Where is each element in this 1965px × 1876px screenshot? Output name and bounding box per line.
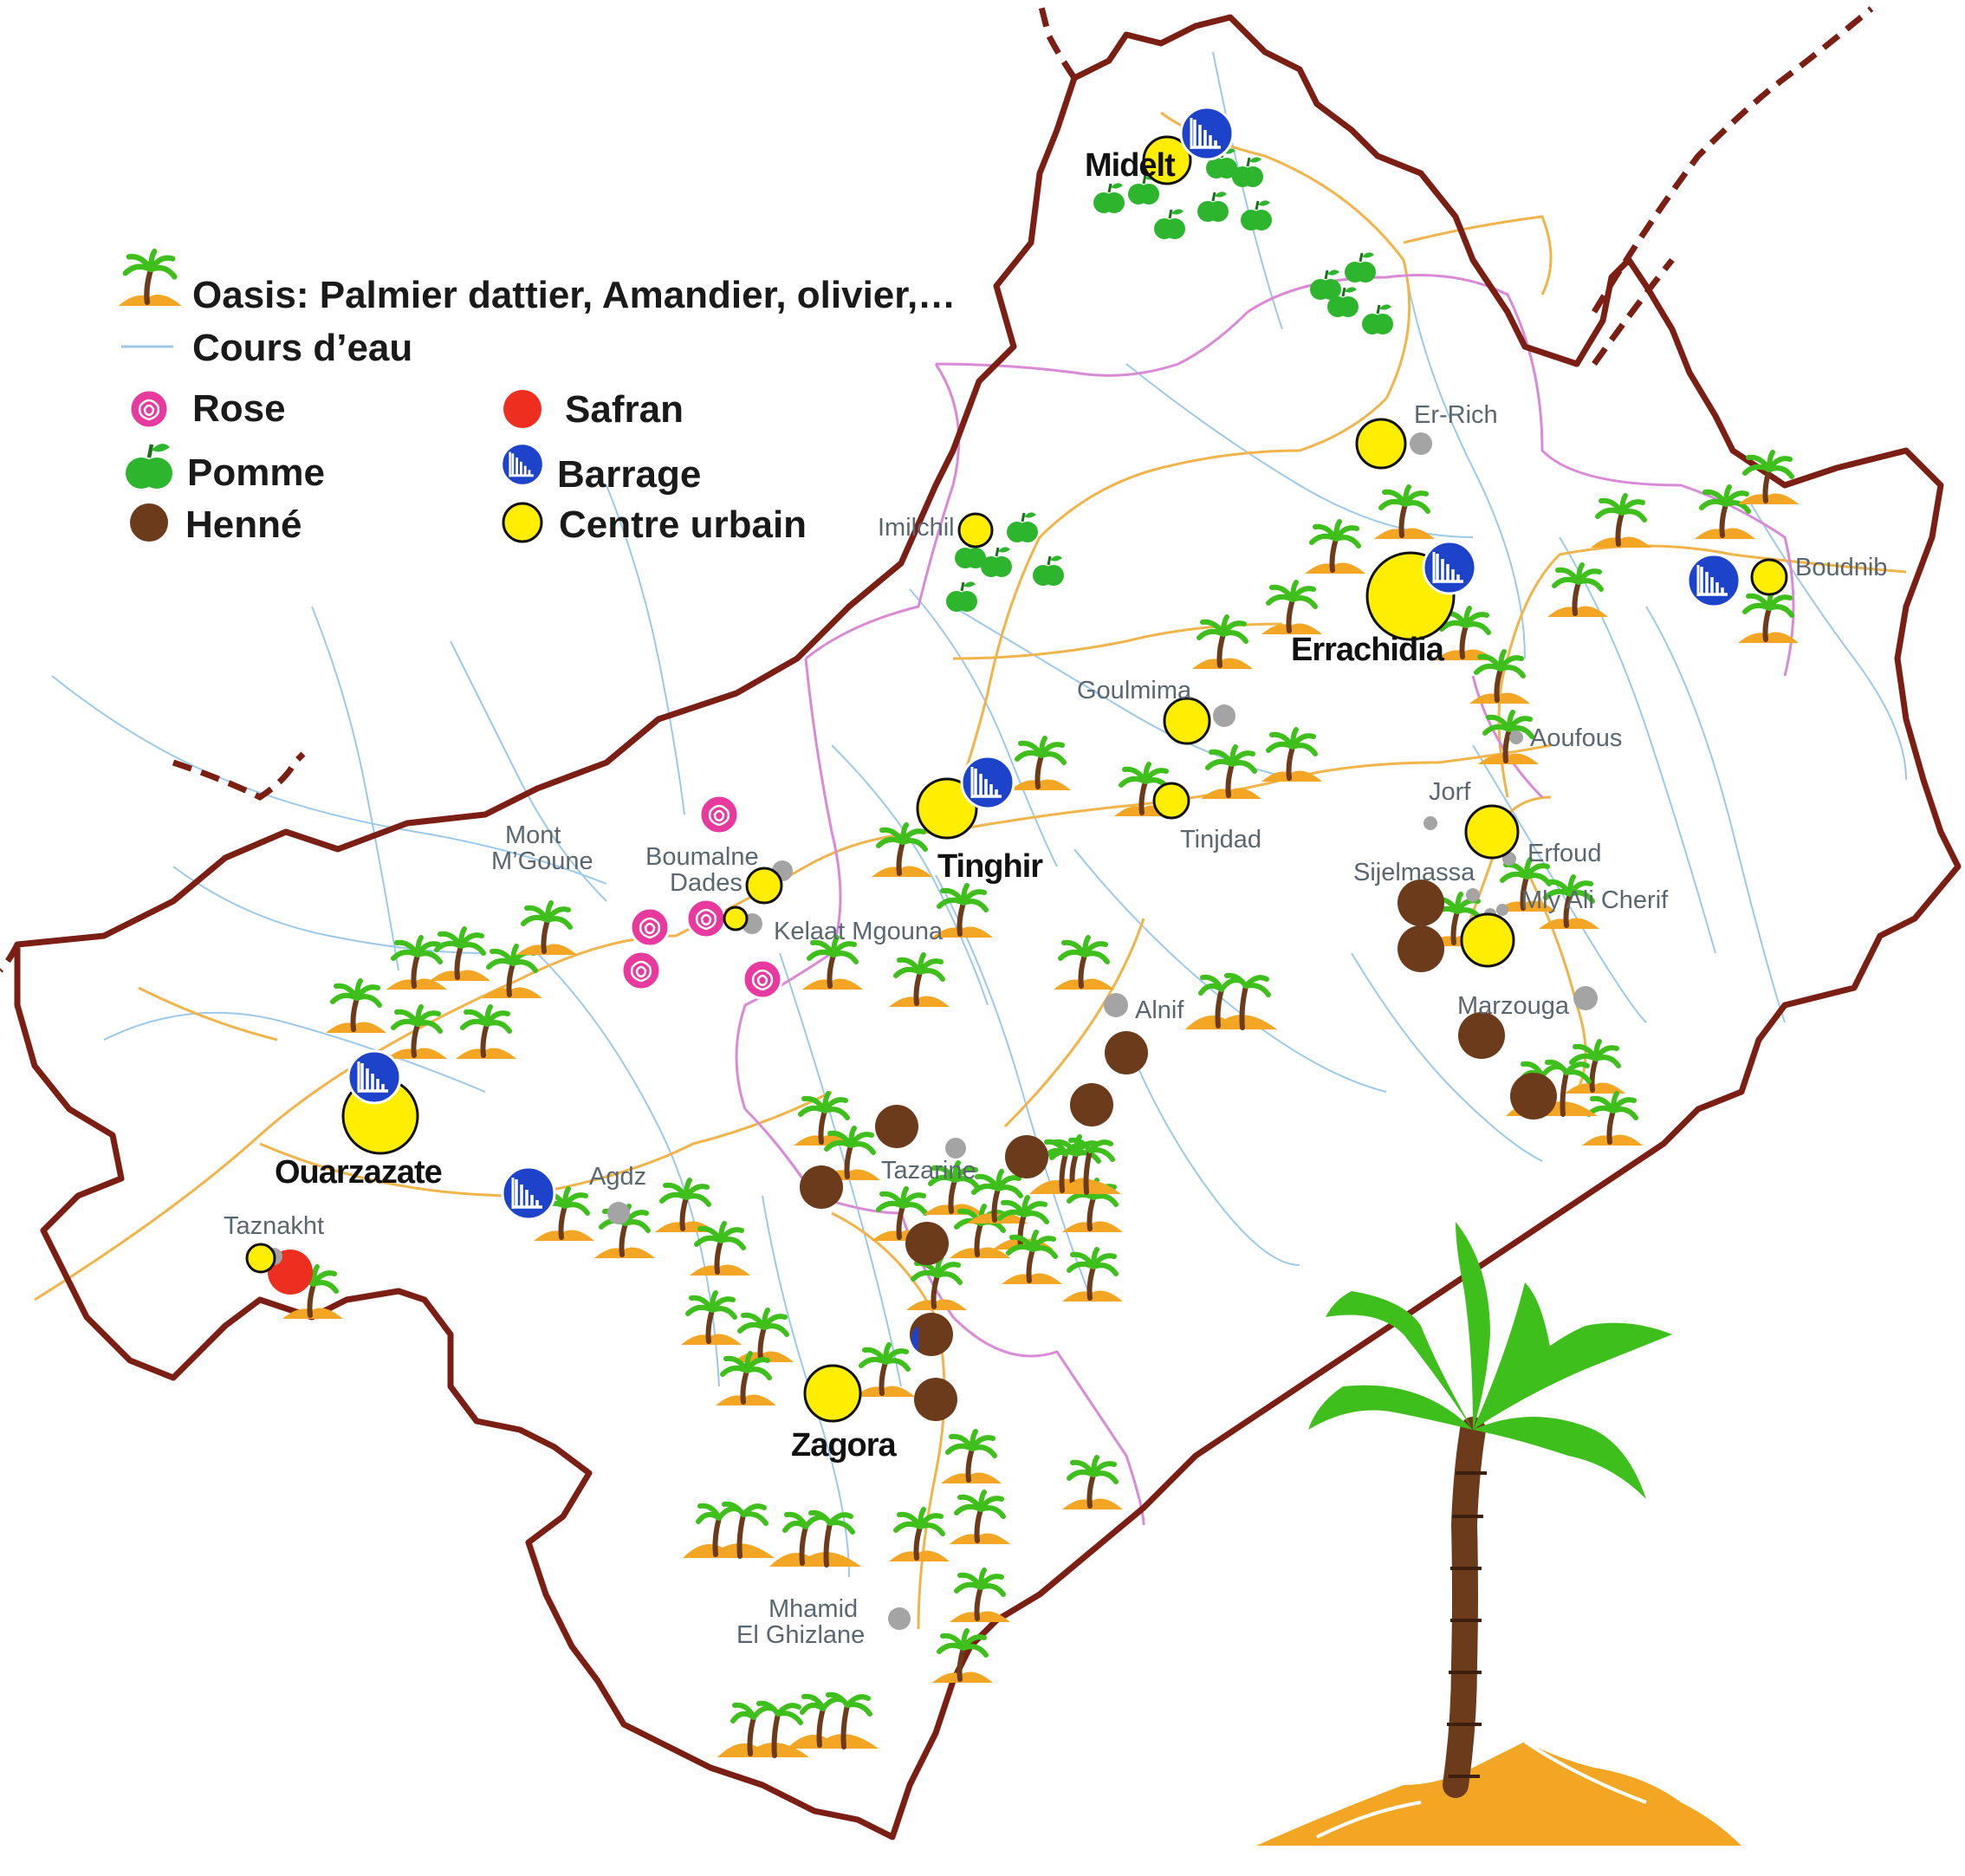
- town-label: Tazarine: [881, 1157, 976, 1185]
- town-label: Mly Ali Cherif: [1521, 886, 1669, 914]
- town-label: Alnif: [1135, 996, 1184, 1024]
- legend-label-apple: Pomme: [187, 451, 325, 494]
- town-label: Dades: [670, 869, 743, 897]
- palm-icon: [118, 251, 182, 306]
- town-label: Er-Rich: [1414, 401, 1498, 429]
- henna-dot-icon: [130, 503, 168, 542]
- city-label: Zagora: [791, 1427, 898, 1464]
- town-label: Mont: [505, 821, 561, 849]
- town-label: Tinjdad: [1180, 826, 1261, 854]
- town-label: Kelaat Mgouna: [774, 918, 944, 945]
- apple-icon: [126, 444, 172, 489]
- rose-icon: [128, 388, 170, 430]
- city-label: Midelt: [1085, 147, 1176, 184]
- apple-production: [944, 146, 1395, 613]
- legend-label-oasis: Oasis: Palmier dattier, Amandier, olivie…: [192, 274, 956, 316]
- legend-label-rose: Rose: [192, 387, 286, 430]
- legend-label-dam: Barrage: [557, 453, 701, 496]
- dam-icon: [500, 442, 545, 487]
- town-label: Jorf: [1429, 778, 1471, 806]
- town-label: Aoufous: [1530, 724, 1622, 752]
- town-label: Agdz: [589, 1163, 646, 1191]
- major-city-labels: Midelt Errachidia Tinghir Ouarzazate Zag…: [275, 147, 1446, 1464]
- town-label: M’Goune: [491, 847, 593, 875]
- town-label: Boudnib: [1795, 554, 1887, 581]
- legend-label-henna: Henné: [185, 503, 302, 546]
- town-label: Mhamid: [768, 1595, 858, 1623]
- city-label: Tinghir: [937, 848, 1043, 885]
- saffron-dot-icon: [503, 390, 542, 428]
- legend: Oasis: Palmier dattier, Amandier, olivie…: [118, 251, 956, 546]
- town-label: Sijelmassa: [1353, 859, 1475, 886]
- border-extensions: [0, 0, 1874, 973]
- town-label: Marzouga: [1457, 992, 1570, 1020]
- decorative-palm-illustration: [1256, 1222, 1741, 1846]
- city-label: Ouarzazate: [275, 1154, 442, 1191]
- town-labels: Er-Rich Imilchil Boudnib Goulmima Aoufou…: [224, 401, 1887, 1649]
- henna-production: [800, 880, 1557, 1421]
- territory-border: [14, 14, 1962, 1840]
- oasis-palms: [282, 452, 1799, 1757]
- town-label: El Ghizlane: [736, 1621, 865, 1649]
- town-label: Taznakht: [224, 1212, 324, 1240]
- urban-center-icon: [502, 502, 543, 543]
- legend-label-urban: Centre urbain: [559, 503, 807, 546]
- town-label: Imilchil: [878, 514, 955, 542]
- dam-marker-partial: [911, 1326, 918, 1352]
- legend-label-river: Cours d’eau: [192, 327, 412, 369]
- town-label: Boumalne: [645, 843, 759, 871]
- urban-centers: [245, 135, 1788, 1423]
- town-label: Goulmima: [1077, 677, 1192, 704]
- town-label: Erfoud: [1527, 840, 1601, 867]
- legend-label-saffron: Safran: [565, 388, 684, 431]
- city-label: Errachidia: [1291, 632, 1445, 668]
